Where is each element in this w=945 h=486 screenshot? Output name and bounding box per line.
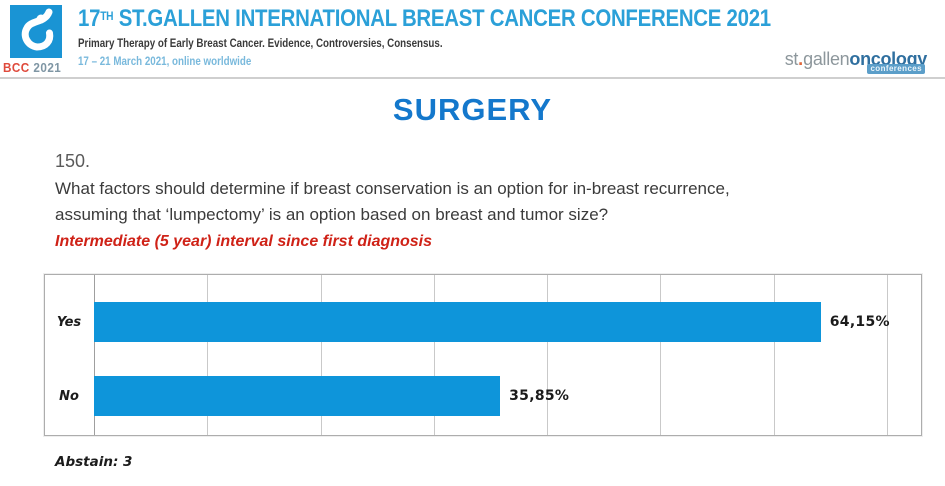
- stgallen-logo-gallen: gallen: [803, 49, 850, 69]
- stgallen-oncology-logo: st.gallenoncology conferences: [784, 49, 927, 74]
- bcc-logo-mark: [10, 5, 62, 58]
- conference-title: 17TH ST.GALLEN INTERNATIONAL BREAST CANC…: [78, 5, 771, 33]
- gridline-60: [773, 275, 775, 435]
- bar-value-no: 35,85%: [509, 388, 570, 404]
- stgallen-logo-st: st: [784, 49, 799, 69]
- bcc-logo-text: BCC: [3, 60, 30, 75]
- question-block: 150. What factors should determine if br…: [55, 151, 755, 251]
- section-title: SURGERY: [392, 92, 553, 127]
- gridline-30: [433, 275, 435, 435]
- gridline-40: [547, 275, 549, 435]
- conference-dates: 17 – 21 March 2021, online worldwide: [78, 56, 252, 68]
- gridline-70: [887, 275, 888, 435]
- poll-results-chart: Yes No 64,15% 35,85%: [44, 274, 922, 436]
- bar-label-yes: Yes: [56, 314, 82, 330]
- gridline-50: [660, 275, 662, 435]
- breast-drop-icon: [21, 8, 54, 51]
- bar-row-no: 35,85%: [94, 376, 921, 416]
- bar-yes: [94, 302, 821, 342]
- bcc-logo-year: 2021: [33, 60, 62, 75]
- stgallen-logo-dot: .: [798, 49, 804, 69]
- bar-label-no: No: [59, 388, 79, 404]
- stgallen-conferences-badge: conferences: [867, 64, 925, 74]
- plot-area: 64,15% 35,85%: [94, 275, 921, 435]
- conference-title-text: ST.GALLEN INTERNATIONAL BREAST CANCER CO…: [113, 5, 771, 32]
- question-subtitle: Intermediate (5 year) interval since fir…: [55, 232, 433, 250]
- gridline-0: [94, 275, 95, 435]
- gridline-20: [320, 275, 322, 435]
- abstain-note: Abstain: 3: [55, 454, 133, 470]
- bar-value-yes: 64,15%: [829, 314, 890, 330]
- question-text: What factors should determine if breast …: [55, 179, 730, 225]
- bar-no: [94, 376, 501, 416]
- conference-subtitle: Primary Therapy of Early Breast Cancer. …: [78, 38, 443, 50]
- gridline-10: [207, 275, 209, 435]
- conference-title-ordinal: TH: [100, 9, 114, 23]
- header-divider: [0, 77, 945, 79]
- question-number: 150.: [55, 151, 91, 171]
- bar-row-yes: 64,15%: [94, 302, 921, 342]
- bcc-logo-caption: BCC 2021: [3, 60, 66, 75]
- conference-title-number: 17: [78, 5, 101, 32]
